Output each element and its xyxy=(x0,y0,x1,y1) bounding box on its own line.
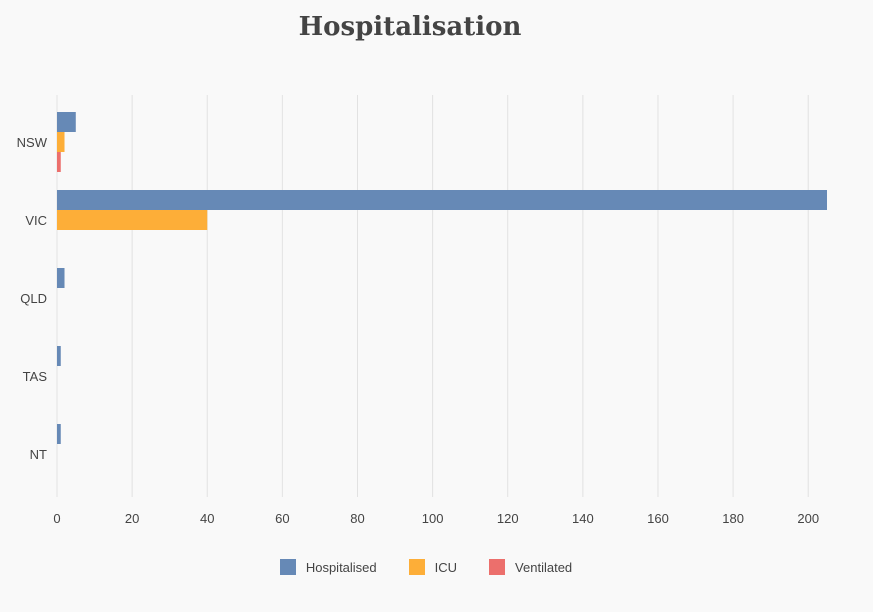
x-tick-label: 160 xyxy=(647,511,669,526)
y-tick-label-tas: TAS xyxy=(23,369,48,384)
legend-item-hospitalised[interactable]: Hospitalised xyxy=(279,559,377,575)
x-tick-label: 100 xyxy=(422,511,444,526)
y-tick-label-qld: QLD xyxy=(20,291,47,306)
x-tick-label: 120 xyxy=(497,511,519,526)
y-tick-labels: NSW VIC QLD TAS NT xyxy=(17,135,48,462)
x-tick-label: 20 xyxy=(125,511,139,526)
y-tick-label-vic: VIC xyxy=(25,213,47,228)
y-tick-label-nt: NT xyxy=(30,447,47,462)
legend-swatch xyxy=(489,559,506,575)
bar-hospitalised-nsw xyxy=(57,112,76,132)
x-tick-label: 0 xyxy=(53,511,60,526)
legend-label: Hospitalised xyxy=(305,559,377,575)
x-tick-label: 80 xyxy=(350,511,364,526)
bar-icu-nsw xyxy=(57,132,65,152)
chart-title: Hospitalisation xyxy=(298,12,522,42)
bar-ventilated-nsw xyxy=(57,152,61,172)
bar-hospitalised-tas xyxy=(57,346,61,366)
bar-hospitalised-vic xyxy=(57,190,827,210)
x-tick-label: 180 xyxy=(722,511,744,526)
legend-item-icu[interactable]: ICU xyxy=(408,559,458,575)
x-tick-label: 140 xyxy=(572,511,594,526)
x-tick-label: 40 xyxy=(200,511,214,526)
grid-lines xyxy=(56,95,809,497)
legend: Hospitalised ICU Ventilated xyxy=(0,559,852,575)
legend-label: Ventilated xyxy=(515,559,573,575)
bar-hospitalised-qld xyxy=(57,268,65,288)
bar-icu-vic xyxy=(57,210,208,230)
y-tick-label-nsw: NSW xyxy=(17,135,48,150)
legend-swatch xyxy=(408,559,425,575)
x-tick-label: 60 xyxy=(275,511,289,526)
legend-item-ventilated[interactable]: Ventilated xyxy=(489,559,572,575)
x-tick-label: 200 xyxy=(797,511,819,526)
legend-label: ICU xyxy=(434,559,458,575)
bar-hospitalised-nt xyxy=(57,424,61,444)
legend-swatch xyxy=(279,559,296,575)
x-tick-labels: 0 20 40 60 80 100 120 140 160 180 200 xyxy=(53,511,819,526)
bars xyxy=(57,112,827,444)
